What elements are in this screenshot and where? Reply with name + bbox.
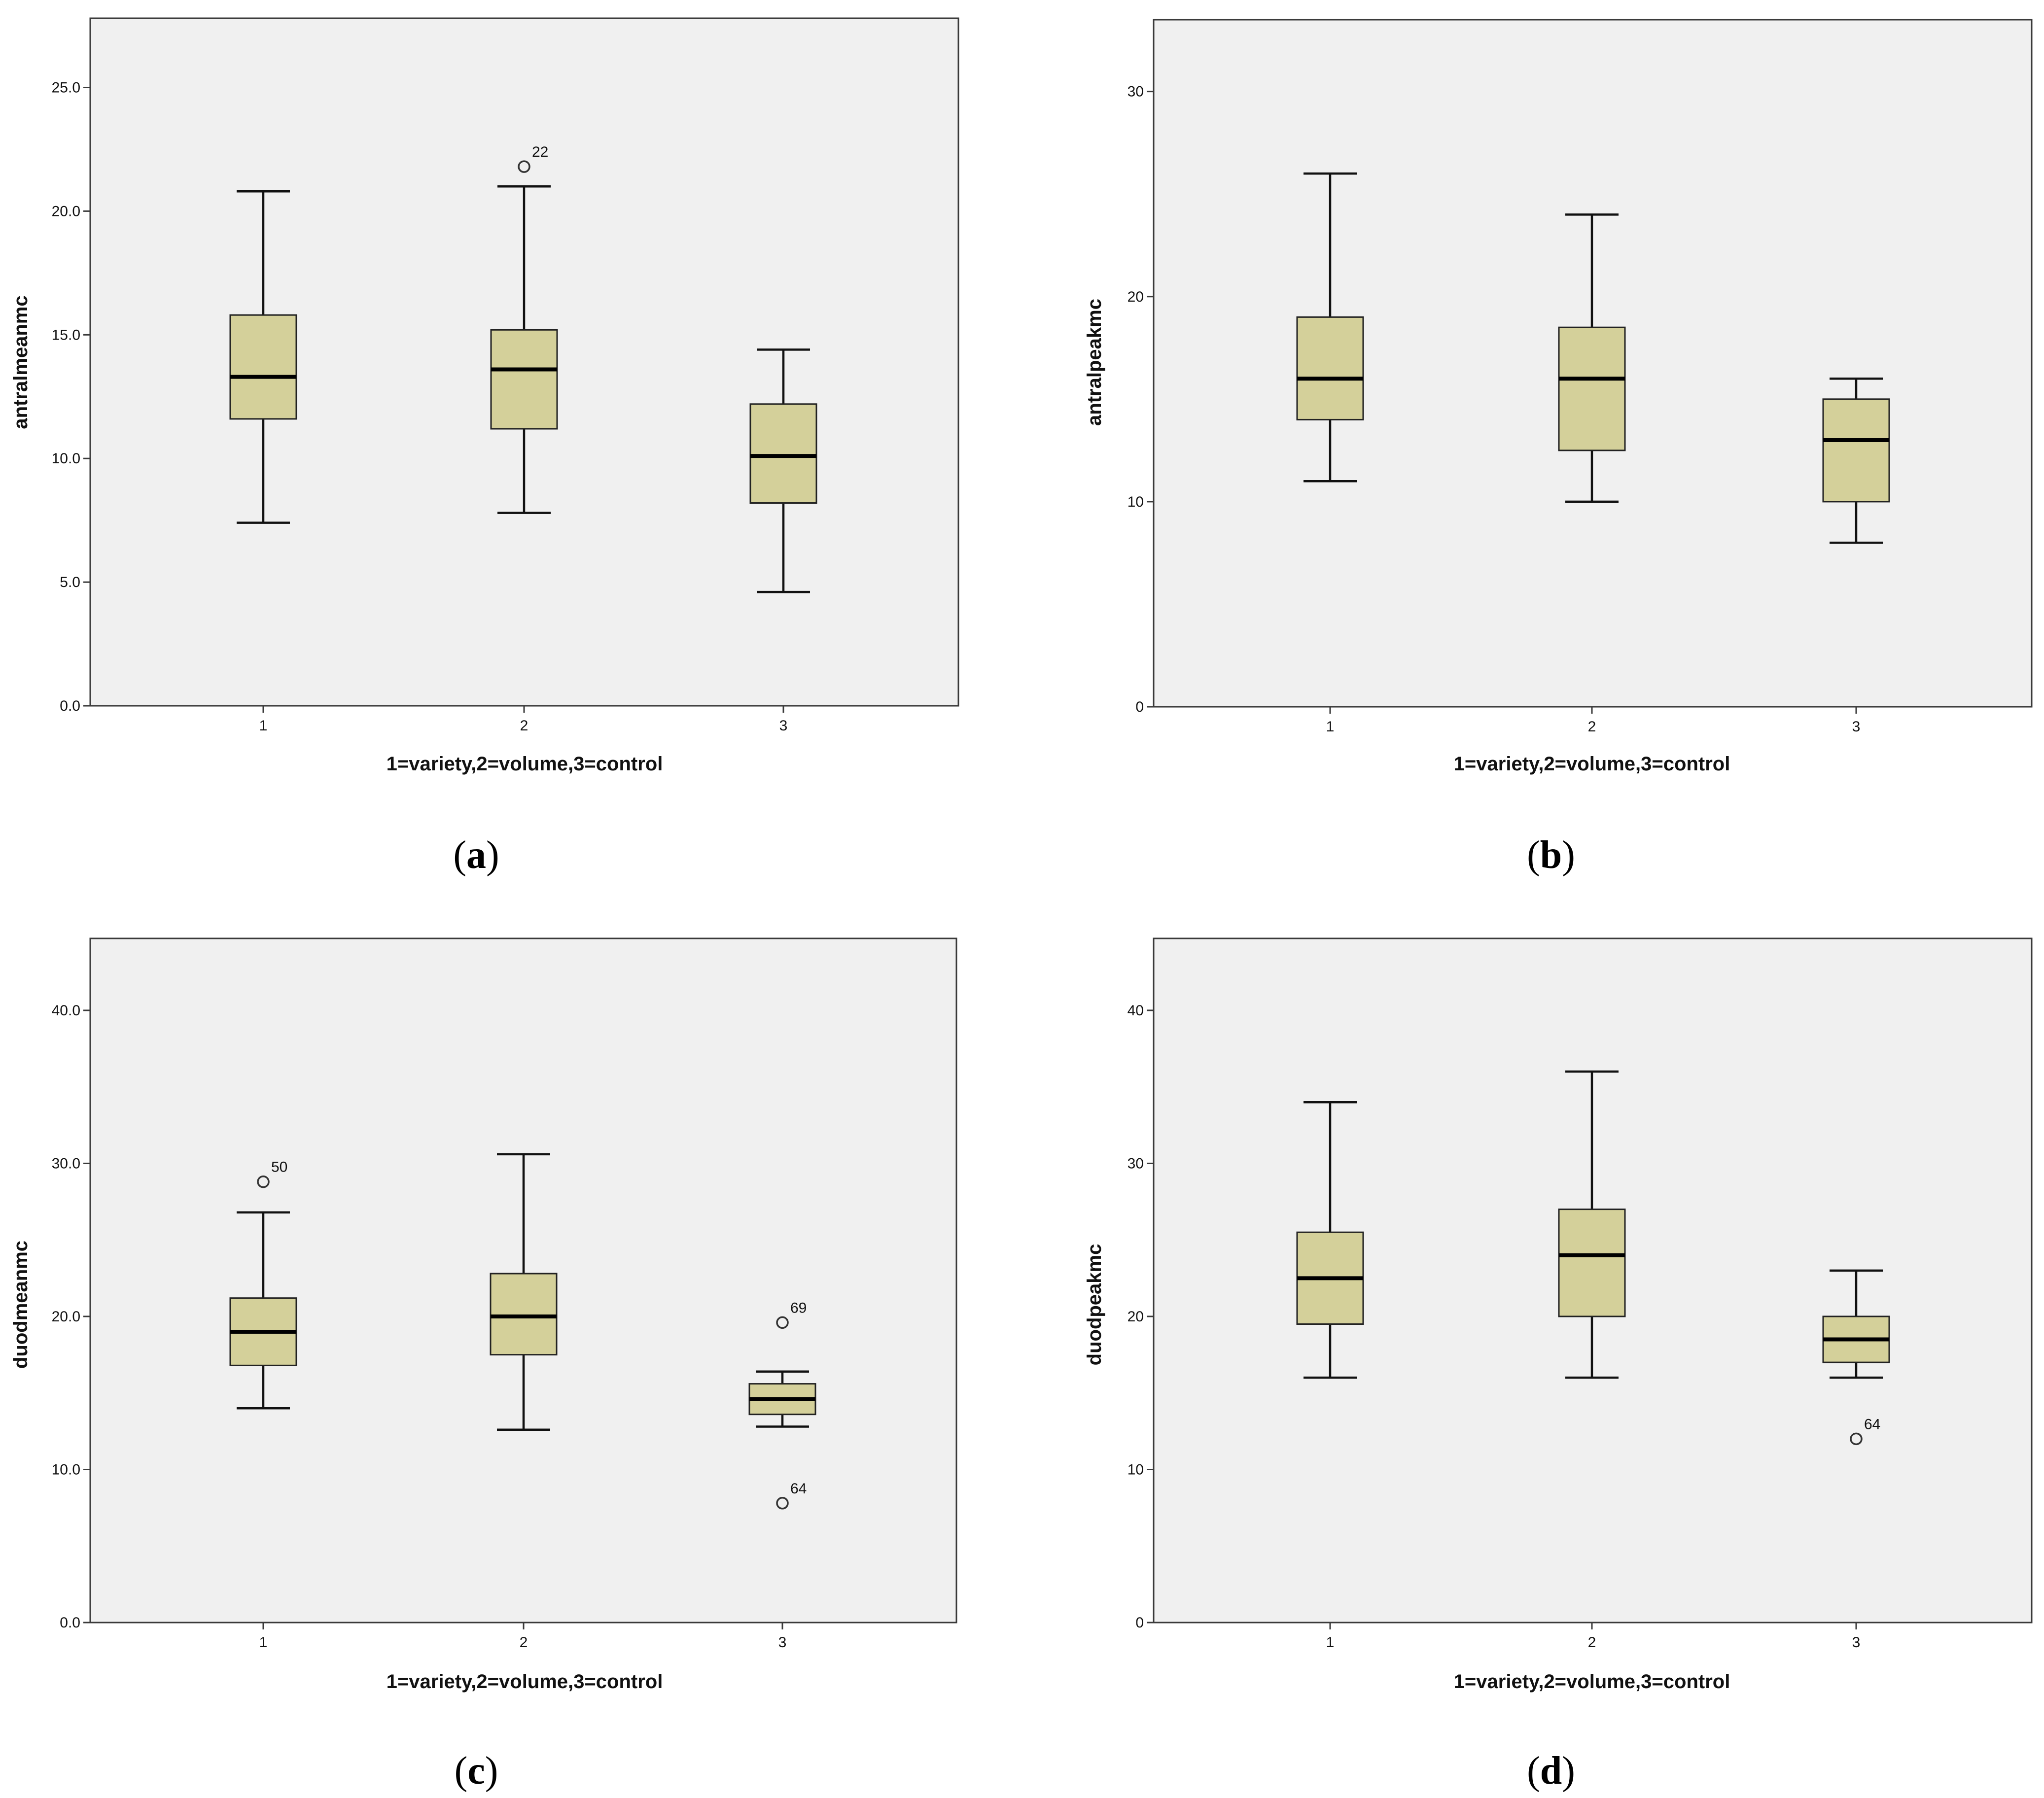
box-group-2 [1558,213,1626,503]
outlier-marker [518,160,530,173]
box-group-1 [1296,172,1364,483]
y-axis-title: duodmeanmc [10,1241,32,1369]
x-tick-label: 3 [1852,719,1861,735]
y-tick-label: 10 [1128,1461,1144,1478]
panel-b-chart: antralpeakmc 1=variety,2=volume,3=contro… [1084,19,2033,775]
y-tick-label: 0.0 [60,1615,80,1631]
y-tick-label: 15.0 [52,327,80,343]
y-tick-label: 40.0 [52,1003,80,1019]
panel-c-chart: duodmeanmc 1=variety,2=volume,3=control … [10,937,957,1693]
x-axis-title: 1=variety,2=volume,3=control [1454,753,1730,775]
iqr-box [749,403,817,504]
panel-c-caption: (c) [454,1749,498,1793]
x-tick-label: 1 [259,1634,268,1651]
x-tick-label: 1 [1326,719,1335,735]
box-group-1 [229,190,297,524]
box-group-3 [1822,377,1890,544]
y-tick-label: 30 [1128,1155,1144,1172]
y-axis-title: antralmeanmc [10,295,32,429]
outlier-label: 64 [1864,1416,1880,1432]
x-tick-label: 1 [259,718,268,734]
box-group-3: 64 [1822,1269,1890,1446]
y-tick-label: 0 [1135,699,1144,715]
y-tick-label: 10 [1128,494,1144,510]
box-group-1: 50 [229,1159,297,1410]
y-tick-label: 0 [1135,1615,1144,1631]
x-axis-title: 1=variety,2=volume,3=control [1454,1671,1730,1693]
outlier-marker [1850,1432,1863,1446]
box-group-2 [1558,1070,1626,1379]
y-tick-label: 5.0 [60,574,80,590]
x-tick-label: 2 [520,718,529,734]
iqr-box [490,329,558,430]
outlier-marker [776,1497,789,1510]
box-group-3 [749,348,817,593]
box-group-2: 22 [490,144,558,514]
y-tick-label: 25.0 [52,80,80,96]
iqr-box [1558,326,1626,451]
box-group-2 [490,1153,558,1431]
outlier-label: 22 [532,144,548,160]
y-tick-label: 40 [1128,1003,1144,1019]
x-tick-label: 3 [779,718,788,734]
iqr-box [1296,316,1364,420]
x-tick-label: 2 [1588,719,1596,735]
panel-a-chart: antralmeanmc 1=variety,2=volume,3=contro… [10,17,959,775]
panel-d-chart: duodpeakmc 1=variety,2=volume,3=control … [1084,937,2033,1693]
iqr-box [1822,398,1890,503]
y-axis-title: duodpeakmc [1084,1244,1105,1366]
iqr-box [1558,1209,1626,1317]
iqr-box [490,1273,558,1356]
box-group-3: 69 64 [748,1300,816,1510]
panel-b-caption: (b) [1527,833,1575,877]
x-tick-label: 3 [1852,1634,1861,1651]
x-axis-title: 1=variety,2=volume,3=control [387,753,663,775]
x-tick-label: 2 [1588,1634,1596,1651]
outlier-marker [257,1175,270,1188]
y-tick-label: 0.0 [60,698,80,714]
x-tick-label: 1 [1326,1634,1335,1651]
y-tick-label: 20 [1128,1309,1144,1325]
y-tick-label: 30 [1128,84,1144,100]
y-tick-label: 20 [1128,289,1144,305]
x-tick-label: 2 [520,1634,528,1651]
y-tick-label: 20.0 [52,1309,80,1325]
panel-d-caption: (d) [1527,1749,1575,1793]
y-axis-title: antralpeakmc [1084,299,1105,426]
outlier-marker [776,1316,789,1329]
outlier-label: 50 [271,1159,287,1176]
panel-a-caption: (a) [453,833,499,877]
iqr-box [229,314,297,420]
box-group-1 [1296,1101,1364,1379]
y-tick-label: 20.0 [52,203,80,219]
outlier-label: 64 [790,1481,807,1497]
x-axis-title: 1=variety,2=volume,3=control [387,1671,663,1693]
x-tick-label: 3 [778,1634,787,1651]
y-tick-label: 10.0 [52,1461,80,1478]
outlier-label: 69 [790,1300,807,1316]
y-tick-label: 10.0 [52,450,80,467]
y-tick-label: 30.0 [52,1155,80,1172]
